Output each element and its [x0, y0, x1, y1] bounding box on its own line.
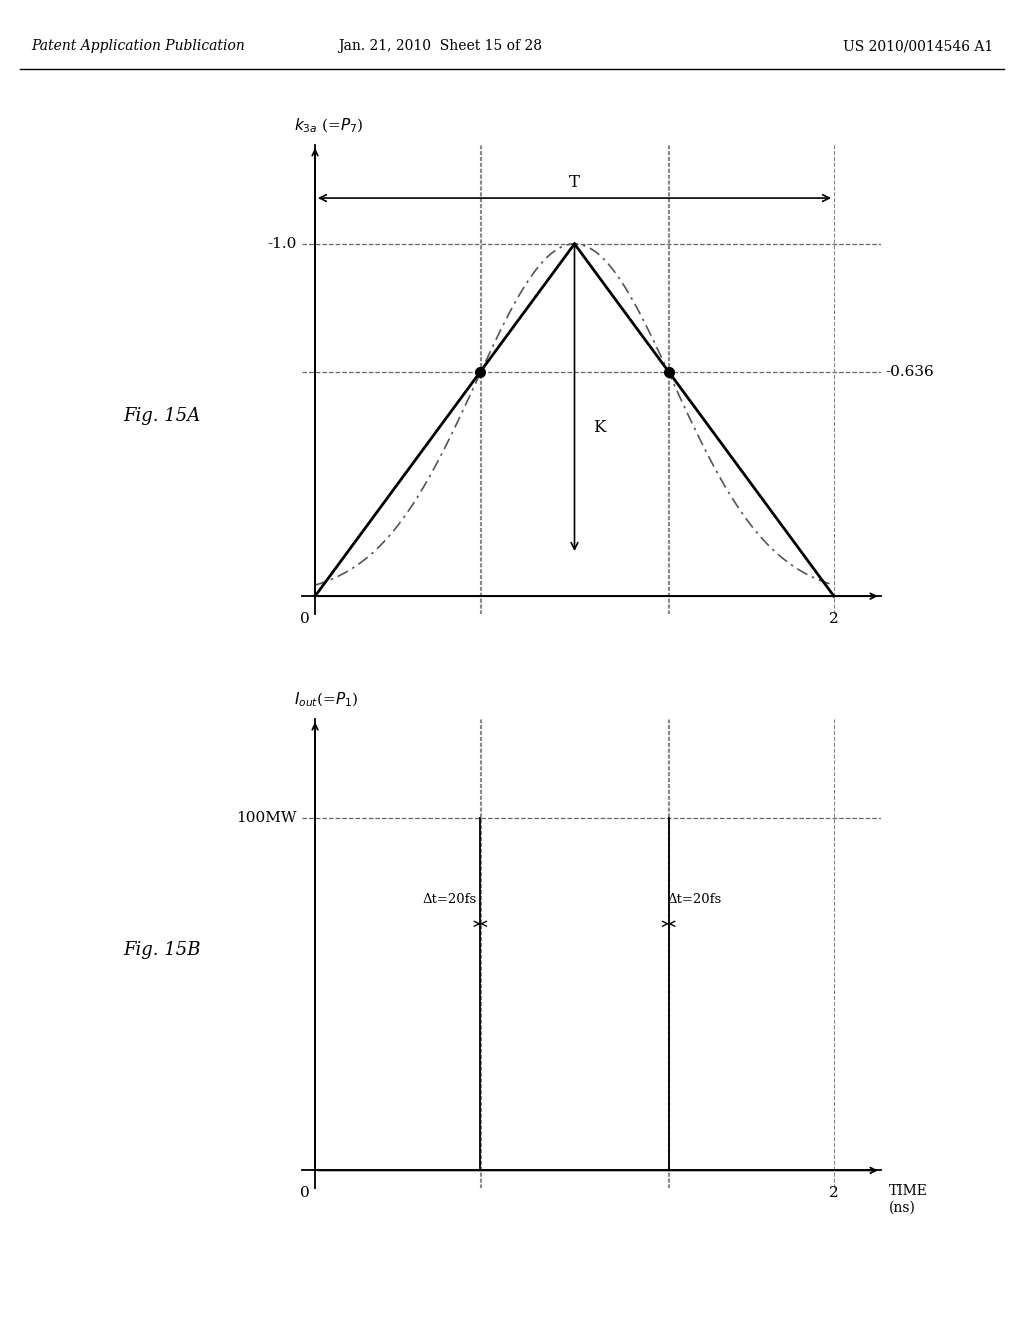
Text: Δt=20fs: Δt=20fs: [422, 894, 476, 906]
Text: Fig. 15A: Fig. 15A: [123, 407, 200, 425]
Text: Δt=20fs: Δt=20fs: [668, 894, 722, 906]
Text: T: T: [569, 174, 580, 191]
Text: 2: 2: [829, 612, 839, 626]
Text: $k_{3a}$ (=$P_{7}$): $k_{3a}$ (=$P_{7}$): [294, 116, 364, 135]
Text: TIME
(ns): TIME (ns): [889, 1184, 928, 1214]
Text: 0: 0: [300, 612, 309, 626]
Text: $I_{out}$(=$P_{1}$): $I_{out}$(=$P_{1}$): [294, 690, 358, 709]
Text: -1.0: -1.0: [267, 236, 297, 251]
Text: 0: 0: [300, 1187, 309, 1200]
Text: 2: 2: [829, 1187, 839, 1200]
Text: K: K: [593, 418, 605, 436]
Text: Jan. 21, 2010  Sheet 15 of 28: Jan. 21, 2010 Sheet 15 of 28: [338, 40, 543, 53]
Text: 100MW: 100MW: [237, 810, 297, 825]
Text: US 2010/0014546 A1: US 2010/0014546 A1: [843, 40, 993, 53]
Text: Patent Application Publication: Patent Application Publication: [31, 40, 245, 53]
Text: -0.636: -0.636: [886, 366, 935, 379]
Text: Fig. 15B: Fig. 15B: [123, 941, 201, 960]
